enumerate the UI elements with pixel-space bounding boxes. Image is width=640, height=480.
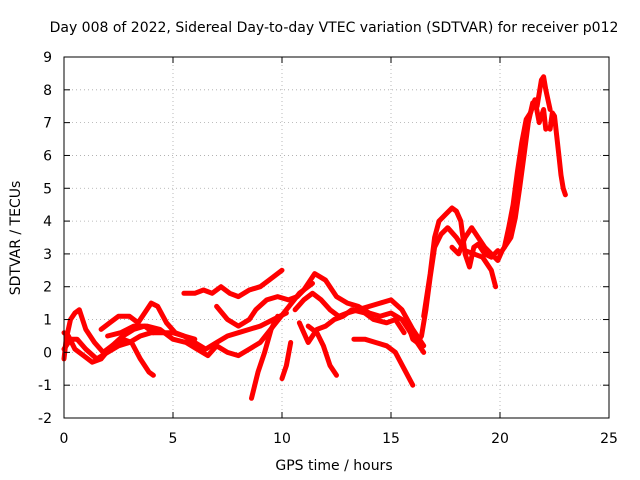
y-tick-label: -1 — [38, 378, 52, 394]
x-tick-label: 0 — [60, 431, 69, 447]
series-arc-14 — [405, 225, 499, 345]
x-tick-label: 20 — [491, 431, 509, 447]
x-tick-label: 10 — [273, 431, 291, 447]
series-arc-15 — [421, 205, 501, 319]
y-tick-label: 0 — [43, 345, 52, 361]
series-arc-12 — [305, 323, 339, 378]
series-arc-9 — [279, 340, 294, 382]
y-tick-label: 9 — [43, 50, 52, 66]
y-tick-label: 3 — [43, 247, 52, 263]
x-tick-labels: 0 5 10 15 20 25 — [60, 431, 618, 447]
y-tick-label: 7 — [43, 116, 52, 132]
x-axis-label: GPS time / hours — [275, 458, 392, 474]
x-tick-label: 15 — [382, 431, 400, 447]
y-tick-label: 2 — [43, 280, 52, 296]
y-axis-label: SDTVAR / TECUs — [8, 181, 24, 296]
axis-ticks — [63, 56, 610, 419]
series-arc-8 — [249, 313, 281, 401]
y-tick-label: 6 — [43, 148, 52, 164]
series-arc-3 — [61, 330, 198, 362]
series-arc-16 — [449, 74, 553, 263]
series-arc-13 — [351, 336, 416, 388]
x-tick-label: 25 — [600, 431, 618, 447]
series-arc-7 — [214, 271, 427, 355]
series-arc-4 — [98, 300, 289, 352]
y-tick-labels: -2 -1 0 1 2 3 4 5 6 7 8 9 — [38, 50, 52, 427]
y-tick-label: -2 — [38, 411, 52, 427]
x-tick-label: 5 — [169, 431, 178, 447]
series-traces — [61, 74, 568, 401]
series-arc-17 — [501, 97, 549, 250]
plot-frame — [63, 56, 610, 419]
y-tick-label: 8 — [43, 83, 52, 99]
series-arc-18 — [547, 110, 568, 198]
y-tick-label: 5 — [43, 181, 52, 197]
chart-title: Day 008 of 2022, Sidereal Day-to-day VTE… — [50, 20, 619, 36]
y-tick-label: 4 — [43, 214, 52, 230]
y-tick-label: 1 — [43, 313, 52, 329]
series-arc-1 — [61, 307, 156, 362]
series-arc-6 — [181, 267, 285, 300]
